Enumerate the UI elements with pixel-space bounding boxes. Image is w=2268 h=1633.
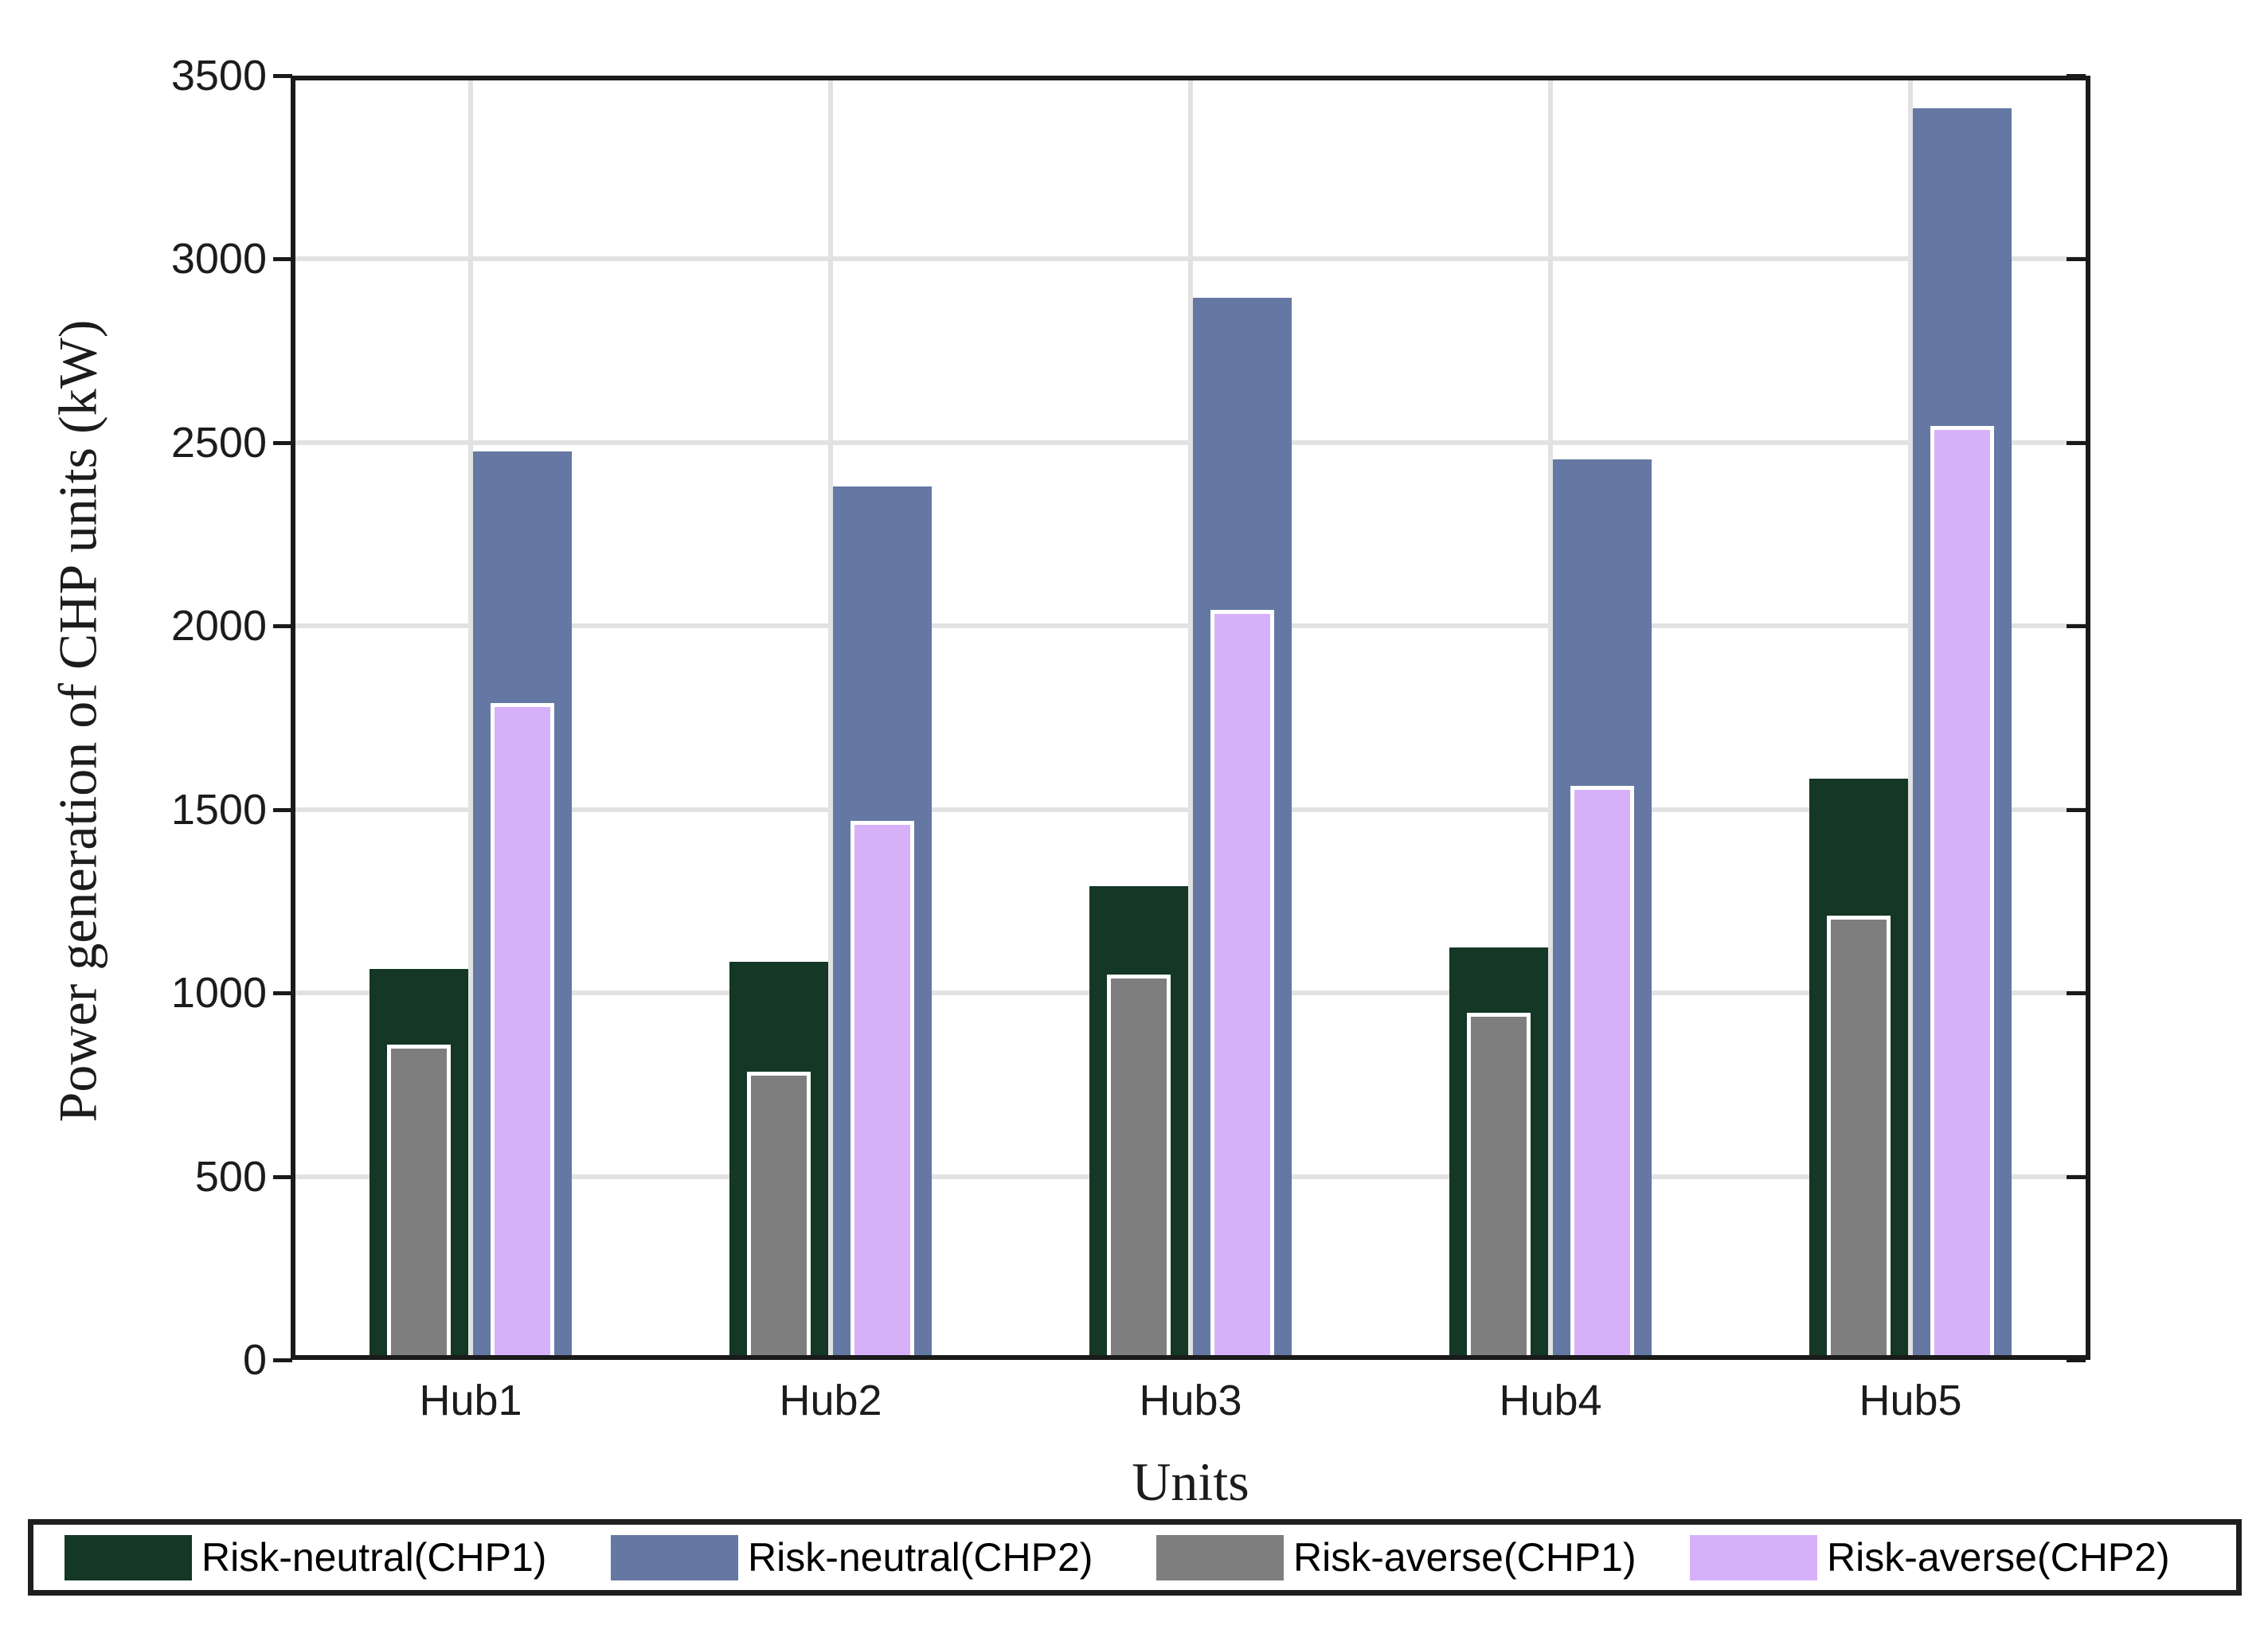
gridline-x-Hub4	[1548, 76, 1553, 1360]
bar-Risk-averse(CHP1)-Hub2	[747, 1072, 811, 1360]
right-tick-0	[2067, 1358, 2086, 1362]
bar-Risk-averse(CHP1)-Hub4	[1467, 1013, 1531, 1360]
y-tick-label-3500: 3500	[170, 52, 267, 100]
right-tick-500	[2067, 1174, 2086, 1179]
legend-item-Risk-averse(CHP2): Risk-averse(CHP2)	[1690, 1525, 2170, 1590]
y-tick-label-0: 0	[242, 1336, 267, 1384]
gridline-x-Hub2	[828, 76, 833, 1360]
left-tick-0	[273, 1358, 292, 1362]
left-tick-2500	[273, 440, 292, 445]
gridline-x-Hub1	[468, 76, 473, 1360]
bar-Risk-averse(CHP1)-Hub3	[1107, 975, 1171, 1360]
legend: Risk-neutral(CHP1) Risk-neutral(CHP2) Risk…	[28, 1519, 2242, 1596]
right-tick-2500	[2067, 440, 2086, 445]
legend-item-Risk-neutral(CHP1): Risk-neutral(CHP1)	[65, 1525, 546, 1590]
x-tick-label-Hub4: Hub4	[1499, 1377, 1602, 1424]
y-axis-title: Power generation of CHP units (kW)	[47, 319, 108, 1123]
y-tick-label-500: 500	[194, 1152, 267, 1201]
y-tick-label-2000: 2000	[170, 602, 267, 650]
left-tick-500	[273, 1174, 292, 1179]
y-tick-label-3000: 3000	[170, 235, 267, 283]
legend-item-Risk-averse(CHP1): Risk-averse(CHP1)	[1156, 1525, 1636, 1590]
right-tick-1000	[2067, 991, 2086, 996]
legend-label-Risk-neutral(CHP1): Risk-neutral(CHP1)	[201, 1535, 547, 1580]
bar-Risk-averse(CHP2)-Hub4	[1570, 786, 1634, 1360]
x-tick-label-Hub3: Hub3	[1139, 1377, 1242, 1424]
x-tick-label-Hub2: Hub2	[779, 1377, 882, 1424]
left-tick-1500	[273, 807, 292, 812]
bar-Risk-averse(CHP2)-Hub1	[491, 703, 554, 1360]
bar-Risk-averse(CHP1)-Hub1	[387, 1045, 451, 1360]
left-tick-1000	[273, 991, 292, 996]
x-axis-title: Units	[1132, 1451, 1249, 1512]
gridline-x-Hub5	[1908, 76, 1913, 1360]
right-tick-1500	[2067, 807, 2086, 812]
y-tick-label-2500: 2500	[170, 418, 267, 467]
left-tick-3000	[273, 257, 292, 262]
y-tick-label-1500: 1500	[170, 785, 267, 834]
legend-swatch-Risk-averse(CHP1)	[1156, 1534, 1284, 1580]
legend-swatch-Risk-neutral(CHP1)	[65, 1534, 192, 1580]
legend-swatch-Risk-neutral(CHP2)	[611, 1534, 738, 1580]
legend-swatch-Risk-averse(CHP2)	[1690, 1534, 1817, 1580]
bar-Risk-averse(CHP2)-Hub2	[850, 821, 914, 1360]
plot-area	[291, 74, 2090, 1362]
legend-label-Risk-averse(CHP1): Risk-averse(CHP1)	[1293, 1535, 1636, 1580]
legend-item-Risk-neutral(CHP2): Risk-neutral(CHP2)	[611, 1525, 1093, 1590]
bar-Risk-averse(CHP2)-Hub3	[1210, 610, 1274, 1360]
gridline-x-Hub3	[1188, 76, 1193, 1360]
legend-label-Risk-neutral(CHP2): Risk-neutral(CHP2)	[748, 1535, 1093, 1580]
legend-label-Risk-averse(CHP2): Risk-averse(CHP2)	[1827, 1535, 2170, 1580]
left-tick-2000	[273, 624, 292, 629]
bar-Risk-averse(CHP1)-Hub5	[1827, 916, 1891, 1360]
right-tick-3000	[2067, 257, 2086, 262]
right-tick-2000	[2067, 624, 2086, 629]
bar-Risk-averse(CHP2)-Hub5	[1930, 426, 1994, 1360]
y-tick-label-1000: 1000	[170, 969, 267, 1018]
right-tick-3500	[2067, 74, 2086, 78]
x-tick-label-Hub1: Hub1	[419, 1377, 522, 1424]
x-tick-label-Hub5: Hub5	[1859, 1377, 1962, 1424]
left-tick-3500	[273, 74, 292, 78]
